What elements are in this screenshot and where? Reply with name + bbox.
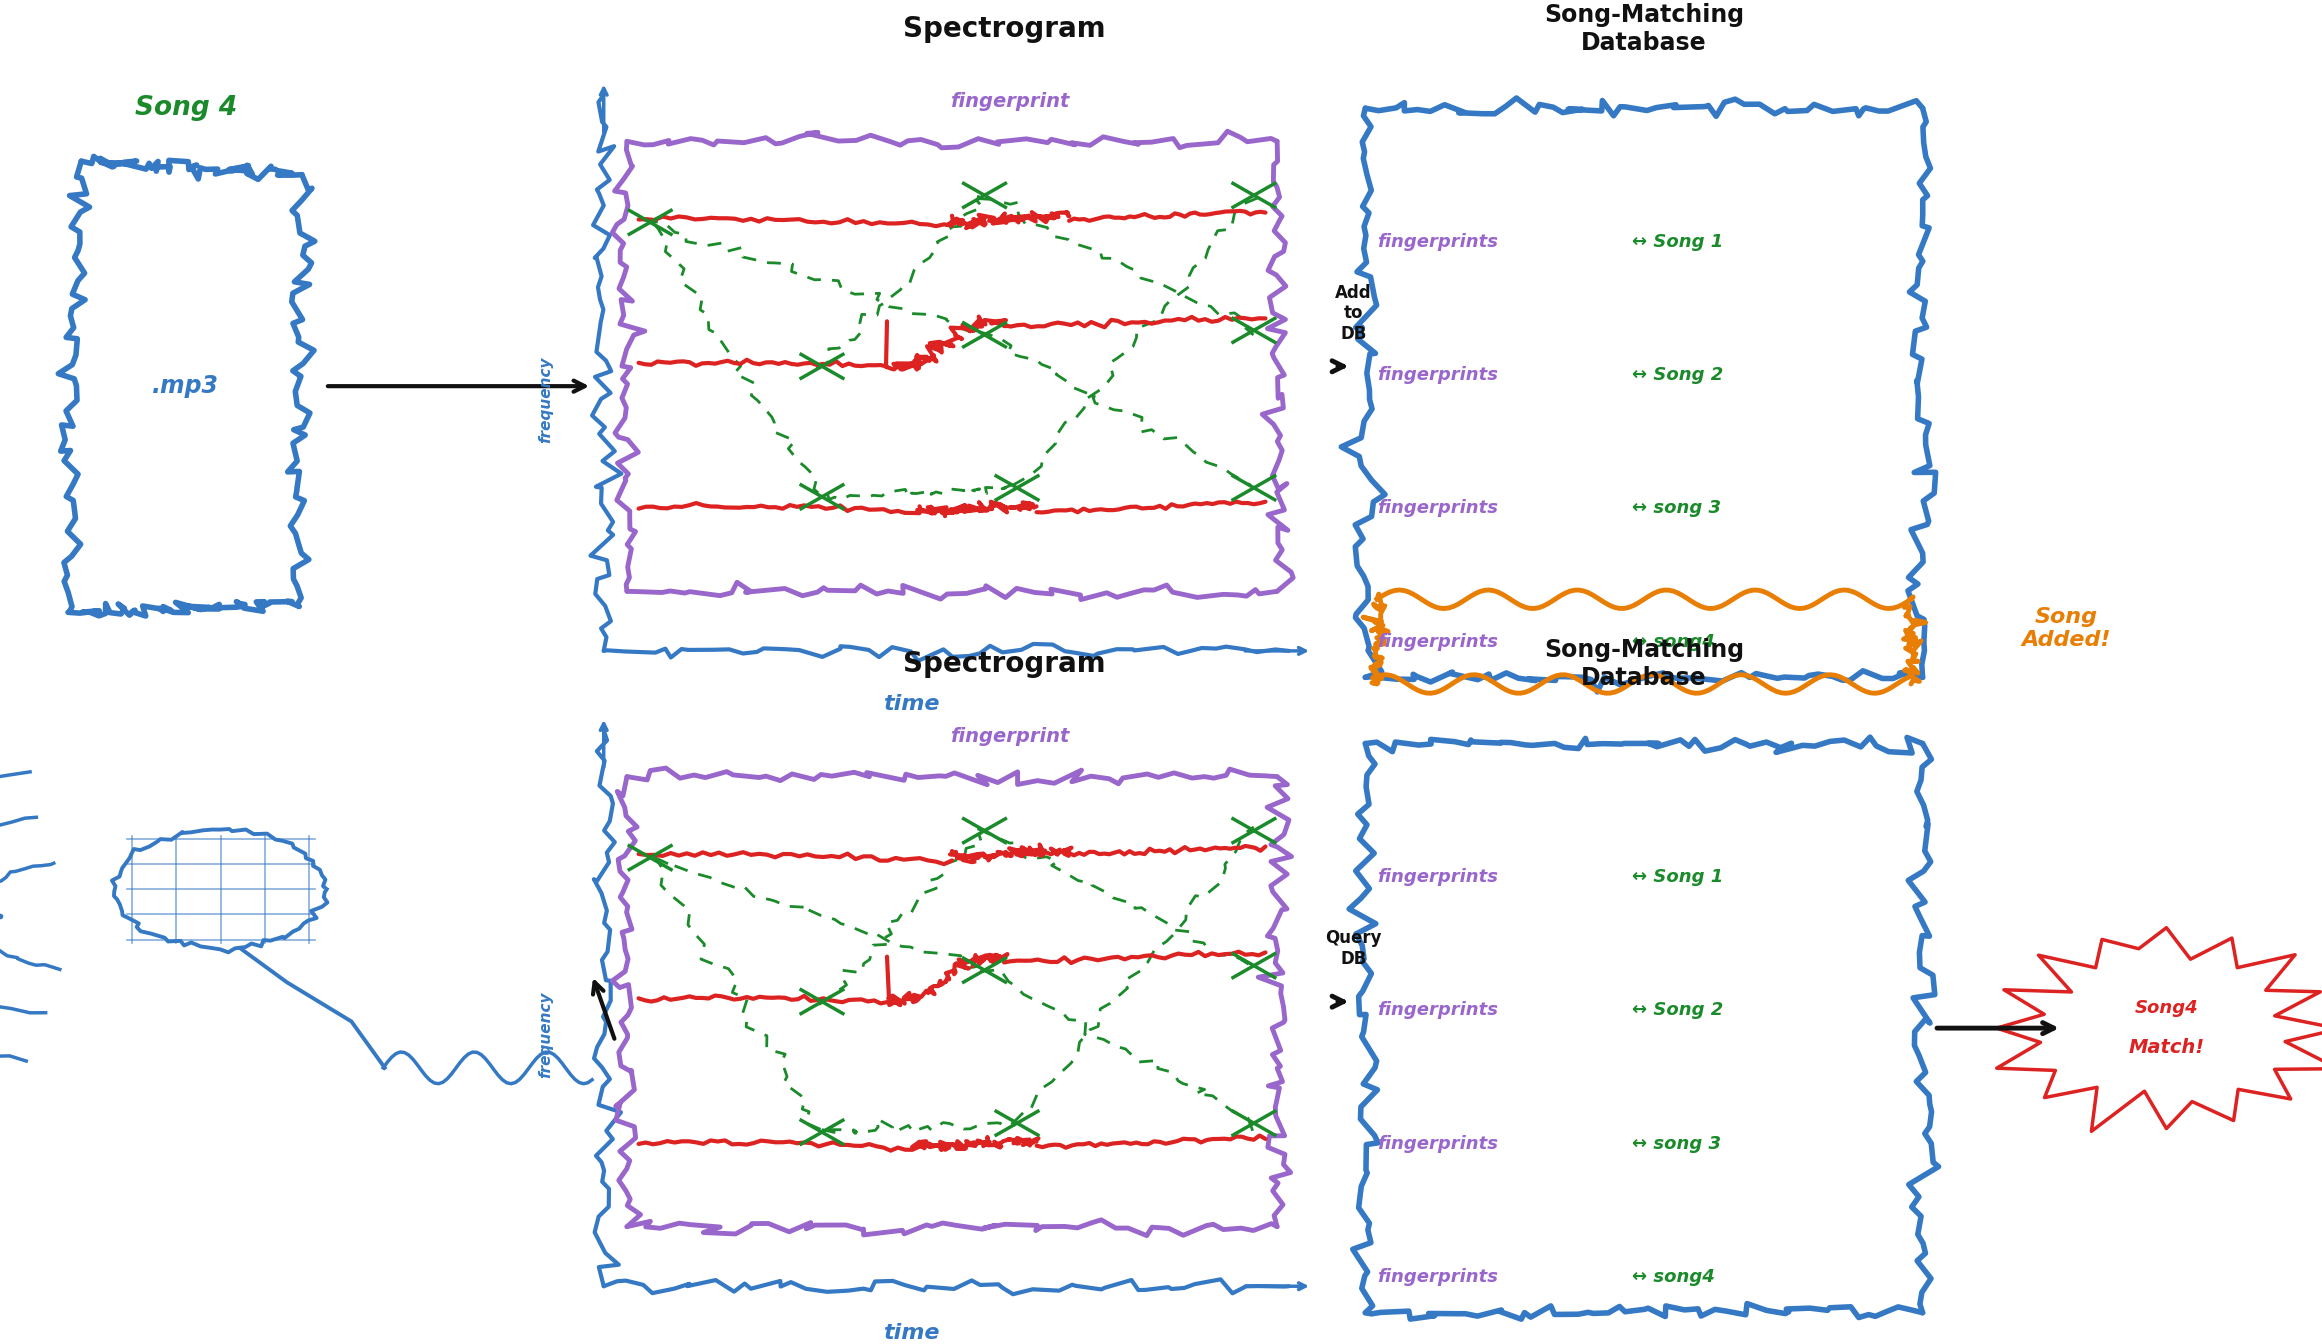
Text: Spectrogram: Spectrogram bbox=[903, 650, 1105, 679]
Text: fingerprints: fingerprints bbox=[1377, 366, 1498, 384]
Text: ↔ Song 1: ↔ Song 1 bbox=[1632, 233, 1723, 250]
Text: ↔ song 3: ↔ song 3 bbox=[1632, 1134, 1721, 1153]
Text: fingerprints: fingerprints bbox=[1377, 1001, 1498, 1019]
Text: fingerprints: fingerprints bbox=[1377, 233, 1498, 250]
Text: Song4: Song4 bbox=[2134, 1000, 2199, 1017]
Text: ↔ song4: ↔ song4 bbox=[1632, 633, 1716, 650]
Text: time: time bbox=[882, 1322, 940, 1343]
Text: fingerprints: fingerprints bbox=[1377, 1267, 1498, 1286]
Text: fingerprints: fingerprints bbox=[1377, 633, 1498, 650]
Polygon shape bbox=[1997, 927, 2322, 1132]
Text: Query
DB: Query DB bbox=[1326, 929, 1382, 968]
Text: Song
Added!: Song Added! bbox=[2022, 606, 2111, 650]
Text: ↔ song 3: ↔ song 3 bbox=[1632, 499, 1721, 517]
Text: frequency: frequency bbox=[539, 992, 553, 1078]
Text: Song-Matching
Database: Song-Matching Database bbox=[1544, 3, 1744, 55]
Text: .mp3: .mp3 bbox=[153, 374, 218, 398]
Text: Match!: Match! bbox=[2129, 1039, 2204, 1058]
Text: ↔ Song 2: ↔ Song 2 bbox=[1632, 366, 1723, 384]
Text: ↔ Song 1: ↔ Song 1 bbox=[1632, 868, 1723, 886]
Text: Song 4: Song 4 bbox=[135, 95, 237, 121]
Text: fingerprints: fingerprints bbox=[1377, 1134, 1498, 1153]
Text: time: time bbox=[882, 694, 940, 714]
Text: ↔ song4: ↔ song4 bbox=[1632, 1267, 1716, 1286]
Text: Add
to
DB: Add to DB bbox=[1335, 284, 1372, 343]
Text: Spectrogram: Spectrogram bbox=[903, 15, 1105, 43]
Text: frequency: frequency bbox=[539, 356, 553, 442]
Text: fingerprint: fingerprint bbox=[950, 727, 1070, 746]
Text: fingerprints: fingerprints bbox=[1377, 499, 1498, 517]
Text: fingerprints: fingerprints bbox=[1377, 868, 1498, 886]
Text: fingerprint: fingerprint bbox=[950, 93, 1070, 112]
Text: ↔ Song 2: ↔ Song 2 bbox=[1632, 1001, 1723, 1019]
Text: Song-Matching
Database: Song-Matching Database bbox=[1544, 638, 1744, 689]
